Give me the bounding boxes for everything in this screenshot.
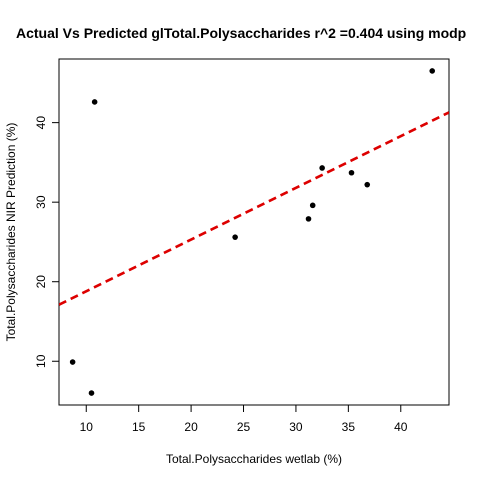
data-point	[88, 390, 95, 396]
data-point	[305, 216, 312, 222]
data-point	[348, 169, 355, 176]
x-tick-label: 35	[342, 420, 356, 434]
y-axis: 10 20 30 40	[34, 116, 59, 368]
data-point	[232, 234, 238, 240]
data-point	[319, 165, 325, 171]
chart-title: Actual Vs Predicted glTotal.Polysacchari…	[16, 25, 466, 41]
fit-line-layer	[59, 111, 449, 306]
data-point	[69, 359, 76, 365]
data-point	[429, 68, 436, 74]
x-tick-label: 30	[289, 420, 303, 434]
y-tick-label: 30	[34, 195, 48, 209]
x-tick-label: 15	[132, 420, 146, 434]
data-point	[309, 202, 316, 209]
regression-fit-line	[59, 111, 449, 306]
data-point	[364, 181, 371, 188]
x-axis-label: Total.Polysaccharides wetlab (%)	[166, 452, 342, 466]
x-tick-label: 40	[394, 420, 408, 434]
x-axis: 10 15 20 25 30 35 40	[80, 405, 408, 434]
y-tick-label: 40	[34, 116, 48, 130]
x-tick-label: 10	[80, 420, 94, 434]
data-point	[91, 99, 98, 105]
x-tick-label: 20	[184, 420, 198, 434]
plot-area-frame	[58, 58, 450, 406]
y-axis-label: Total.Polysaccharides NIR Prediction (%)	[4, 123, 18, 342]
points-layer	[69, 68, 436, 396]
y-tick-label: 10	[34, 354, 48, 368]
x-tick-label: 25	[237, 420, 251, 434]
y-tick-label: 20	[34, 275, 48, 289]
